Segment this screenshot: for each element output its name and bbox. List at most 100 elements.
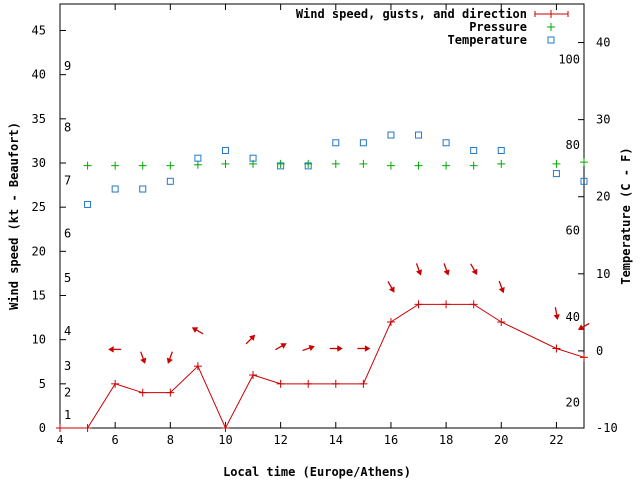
wind-speed-point — [83, 424, 92, 432]
x-tick-label: 18 — [439, 433, 453, 447]
x-tick-label: 16 — [384, 433, 398, 447]
wind-speed-point — [221, 424, 230, 432]
wind-speed-point — [552, 344, 561, 353]
temperature-point — [194, 154, 202, 162]
wind-arrow — [108, 346, 122, 353]
wind-arrow — [166, 351, 173, 364]
wind-speed-series — [56, 300, 588, 432]
beaufort-label: 4 — [64, 324, 71, 338]
x-tick-label: 8 — [167, 433, 174, 447]
pressure-point — [166, 161, 175, 170]
y2-tick-label: 0 — [596, 344, 603, 358]
fahrenheit-label: 20 — [566, 396, 580, 410]
pressure-point — [580, 158, 588, 167]
wind-speed-point — [580, 353, 588, 362]
y-tick-label: 15 — [32, 289, 46, 303]
beaufort-label: 6 — [64, 227, 71, 241]
temperature-point — [387, 131, 395, 139]
temperature-point — [139, 185, 147, 193]
temperature-point — [111, 185, 119, 193]
y2-tick-label: 30 — [596, 113, 610, 127]
wind-arrow — [415, 263, 423, 276]
y-tick-label: 10 — [32, 333, 46, 347]
beaufort-label: 1 — [64, 408, 71, 422]
legend-item: Wind speed, gusts, and direction — [296, 7, 569, 21]
legend-label: Temperature — [448, 33, 527, 47]
fahrenheit-label: 40 — [566, 310, 580, 324]
x-tick-label: 20 — [494, 433, 508, 447]
wind-speed-point — [249, 371, 258, 379]
wind-speed-point — [304, 379, 313, 388]
pressure-point — [442, 161, 451, 170]
beaufort-label: 2 — [64, 386, 71, 400]
x-tick-label: 12 — [273, 433, 287, 447]
wind-arrow — [191, 327, 204, 335]
beaufort-label: 7 — [64, 174, 71, 188]
wind-speed-point — [276, 379, 285, 388]
legend-marker — [547, 23, 555, 31]
y-tick-label: 25 — [32, 200, 46, 214]
beaufort-labels: 1 2 3 4 5 6 7 8 9 — [64, 59, 71, 422]
pressure-point — [386, 161, 395, 170]
wind-arrow — [498, 280, 505, 294]
wind-speed-point — [359, 379, 368, 388]
wind-arrow — [329, 345, 343, 352]
axis-ticks — [59, 4, 584, 429]
wind-speed-point — [469, 300, 478, 309]
fahrenheit-label: 60 — [566, 224, 580, 238]
wind-speed-point — [193, 362, 202, 371]
pressure-point — [552, 159, 561, 168]
y-tick-label: 5 — [39, 377, 46, 391]
pressure-point — [414, 161, 423, 170]
wind-arrow — [443, 263, 450, 276]
x-tick-label: 22 — [549, 433, 563, 447]
x-tick-label: 4 — [56, 433, 63, 447]
pressure-point — [193, 160, 202, 169]
y-tick-label: 30 — [32, 156, 46, 170]
wind-direction-arrows — [108, 263, 590, 364]
wind-arrow — [553, 307, 560, 321]
y-axis-title-right: Temperature (C - F) — [619, 147, 633, 284]
temperature-point — [470, 146, 478, 154]
wind-arrow — [275, 343, 287, 351]
fahrenheit-labels: 20 40 60 80 100 — [558, 53, 580, 410]
wind-speed-point — [497, 318, 506, 326]
temperature-point — [580, 177, 588, 185]
wind-speed-point — [331, 379, 340, 388]
wind-arrow — [387, 281, 395, 293]
legend-label: Wind speed, gusts, and direction — [296, 7, 527, 21]
temperature-point — [277, 162, 285, 170]
pressure-point — [138, 161, 147, 170]
y-tick-label: 45 — [32, 24, 46, 38]
y-tick-labels-left: 0 5 10 15 20 25 30 35 40 45 — [32, 24, 46, 436]
temperature-point — [497, 146, 505, 154]
y2-tick-label: 20 — [596, 190, 610, 204]
y2-tick-label: -10 — [596, 421, 618, 435]
temperature-point — [359, 139, 367, 147]
legend-item: Temperature — [448, 33, 555, 47]
y-tick-label: 20 — [32, 244, 46, 258]
temperature-point — [442, 139, 450, 147]
wind-arrow — [245, 334, 256, 345]
temperature-point — [415, 131, 423, 139]
y-axis-title-left: Wind speed (kt - Beaufort) — [7, 122, 21, 310]
wind-speed-point — [386, 318, 395, 326]
pressure-point — [111, 161, 120, 170]
fahrenheit-label: 80 — [566, 138, 580, 152]
wind-speed-point — [111, 379, 120, 388]
pressure-point — [359, 159, 368, 168]
beaufort-label: 8 — [64, 121, 71, 135]
plot-frame — [59, 3, 585, 429]
legend-marker — [547, 10, 555, 18]
pressure-point — [83, 161, 92, 170]
temperature-point — [249, 154, 257, 162]
legend-label: Pressure — [469, 20, 527, 34]
beaufort-label: 5 — [64, 271, 71, 285]
x-axis-title: Local time (Europe/Athens) — [223, 465, 411, 479]
temperature-point — [304, 162, 312, 170]
y-tick-label: 40 — [32, 68, 46, 82]
wind-arrow — [140, 351, 147, 364]
wind-arrow — [357, 345, 371, 352]
temperature-point — [166, 177, 174, 185]
